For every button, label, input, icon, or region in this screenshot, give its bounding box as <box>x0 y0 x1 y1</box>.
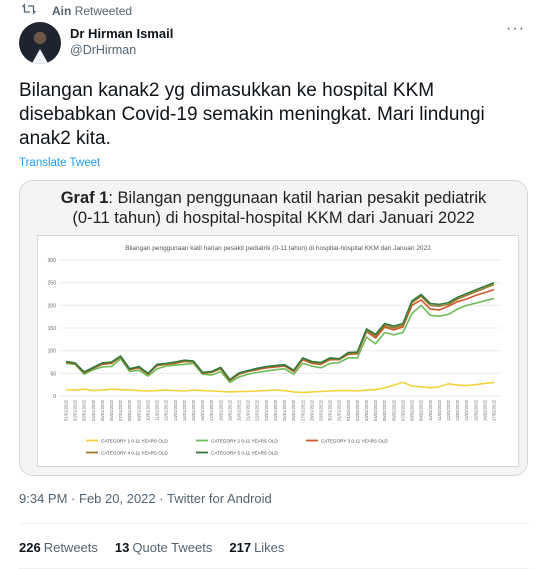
y-tick-label: 250 <box>48 281 57 287</box>
x-tick-label: 07/02/2022 <box>400 399 405 421</box>
line-chart-svg: Bilangan penggunaan katil harian pesakit… <box>48 245 500 456</box>
x-tick-label: 31/01/2022 <box>337 399 342 421</box>
retweet-indicator: Ain Retweeted <box>21 3 133 18</box>
x-tick-label: 08/02/2022 <box>410 399 415 421</box>
translate-tweet-link[interactable]: Translate Tweet <box>19 157 101 169</box>
tweet-media-image[interactable]: Graf 1: Bilangan penggunaan katil harian… <box>19 180 528 476</box>
meta-separator-2: · <box>159 491 164 506</box>
quote-tweets-stat[interactable]: 13 Quote Tweets <box>115 540 212 555</box>
legend-label: CATEGORY 1 0-11 YEARS OLD <box>101 439 168 444</box>
quotes-label: Quote Tweets <box>132 540 213 555</box>
x-tick-label: 20/01/2022 <box>237 399 242 421</box>
x-tick-label: 12/01/2022 <box>164 399 169 421</box>
x-tick-label: 18/01/2022 <box>218 399 223 421</box>
legend-label: CATEGORY 3 0-11 YEARS OLD <box>321 439 388 444</box>
avatar[interactable] <box>19 22 61 64</box>
retweeter-name[interactable]: Ain <box>52 3 72 18</box>
x-tick-label: 28/01/2022 <box>309 399 314 421</box>
y-tick-label: 150 <box>48 326 57 332</box>
x-tick-label: 24/01/2022 <box>273 399 278 421</box>
retweets-label: Retweets <box>43 540 98 555</box>
x-tick-label: 16/01/2022 <box>200 399 205 421</box>
line-chart: Bilangan penggunaan katil harian pesakit… <box>37 235 519 467</box>
author-handle[interactable]: @DrHirman <box>70 43 137 57</box>
x-tick-label: 11/01/2022 <box>155 399 160 420</box>
x-tick-label: 01/02/2022 <box>346 399 351 421</box>
y-tick-label: 0 <box>53 394 56 400</box>
likes-label: Likes <box>254 540 285 555</box>
series-line <box>65 281 495 381</box>
x-tick-label: 06/02/2022 <box>391 399 396 421</box>
x-tick-label: 17/02/2022 <box>492 399 497 421</box>
y-tick-label: 300 <box>48 258 57 264</box>
x-tick-label: 26/01/2022 <box>291 399 296 421</box>
x-tick-label: 03/02/2022 <box>364 399 369 421</box>
tweet-meta: 9:34 PM · Feb 20, 2022 · Twitter for And… <box>19 491 272 506</box>
legend-label: CATEGORY 5 0-11 YEARS OLD <box>211 451 278 456</box>
x-tick-label: 17/01/2022 <box>209 399 214 421</box>
x-tick-label: 10/02/2022 <box>428 399 433 421</box>
x-tick-label: 09/01/2022 <box>136 399 141 421</box>
tweet-time[interactable]: 9:34 PM <box>19 491 68 506</box>
x-tick-label: 14/02/2022 <box>464 399 469 421</box>
x-tick-label: 02/01/2022 <box>73 399 78 421</box>
x-tick-label: 11/02/2022 <box>437 399 442 420</box>
x-tick-label: 16/02/2022 <box>482 399 487 421</box>
graph-title-line-1: Graf 1: Bilangan penggunaan katil harian… <box>20 189 527 208</box>
x-tick-label: 23/01/2022 <box>264 399 269 421</box>
more-horizontal-icon[interactable]: ··· <box>506 20 525 37</box>
x-tick-label: 02/02/2022 <box>355 399 360 421</box>
graph-title-line-2: (0-11 tahun) di hospital-hospital KKM da… <box>72 209 475 227</box>
x-tick-label: 27/01/2022 <box>300 399 305 421</box>
x-tick-label: 25/01/2022 <box>282 399 287 421</box>
x-tick-label: 09/02/2022 <box>419 399 424 421</box>
x-tick-label: 14/01/2022 <box>182 399 187 421</box>
retweet-label: Retweeted <box>74 3 133 18</box>
author-name[interactable]: Dr Hirman Ismail <box>70 26 174 41</box>
x-tick-label: 10/01/2022 <box>145 399 150 421</box>
tweet-text: Bilangan kanak2 yg dimasukkan ke hospita… <box>19 80 485 149</box>
graph-title-bold: Graf 1 <box>60 189 109 207</box>
x-tick-label: 22/01/2022 <box>255 399 260 421</box>
retweet-icon <box>21 3 37 18</box>
legend-label: CATEGORY 2 0-11 YEARS OLD <box>211 439 278 444</box>
tweet-stats: 226 Retweets 13 Quote Tweets 217 Likes <box>19 540 284 555</box>
y-tick-label: 200 <box>48 303 57 309</box>
likes-stat[interactable]: 217 Likes <box>229 540 284 555</box>
y-tick-label: 50 <box>50 371 56 377</box>
likes-count: 217 <box>229 540 252 555</box>
x-tick-label: 13/02/2022 <box>455 399 460 421</box>
x-tick-label: 15/02/2022 <box>473 399 478 421</box>
x-tick-label: 05/02/2022 <box>382 399 387 421</box>
x-tick-label: 06/01/2022 <box>109 399 114 421</box>
x-tick-label: 19/01/2022 <box>227 399 232 421</box>
series-line <box>65 381 495 394</box>
x-tick-label: 04/02/2022 <box>373 399 378 421</box>
x-tick-label: 07/01/2022 <box>118 399 123 421</box>
retweets-count: 226 <box>19 540 41 555</box>
quotes-count: 13 <box>114 540 130 555</box>
y-tick-label: 100 <box>48 349 57 355</box>
x-tick-label: 08/01/2022 <box>127 399 132 421</box>
x-tick-label: 01/01/2022 <box>64 399 69 421</box>
series-line <box>65 297 495 384</box>
legend-label: CATEGORY 4 0-11 YEARS OLD <box>101 451 168 456</box>
x-tick-label: 29/01/2022 <box>318 399 323 421</box>
x-tick-label: 21/01/2022 <box>246 399 251 421</box>
retweets-stat[interactable]: 226 Retweets <box>19 540 98 555</box>
tweet-source: Twitter for Android <box>167 491 272 506</box>
x-tick-label: 12/02/2022 <box>446 399 451 421</box>
divider <box>19 523 529 524</box>
x-tick-label: 13/01/2022 <box>173 399 178 421</box>
chart-title: Bilangan penggunaan katil harian pesakit… <box>125 245 431 252</box>
x-tick-label: 30/01/2022 <box>328 399 333 421</box>
x-tick-label: 03/01/2022 <box>82 399 87 421</box>
x-tick-label: 04/01/2022 <box>91 399 96 421</box>
x-tick-label: 15/01/2022 <box>191 399 196 421</box>
meta-separator: · <box>71 491 76 506</box>
x-tick-label: 05/01/2022 <box>100 399 105 421</box>
graph-title-rest: : Bilangan penggunaan katil harian pesak… <box>108 189 487 207</box>
tweet-date[interactable]: Feb 20, 2022 <box>79 491 156 506</box>
